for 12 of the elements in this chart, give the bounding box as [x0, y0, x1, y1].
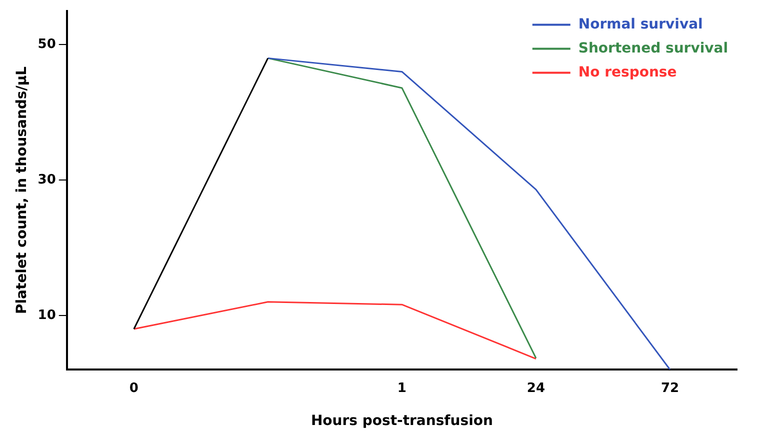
legend-label: Shortened survival [578, 40, 728, 56]
y-tick-label: 10 [38, 308, 56, 323]
legend-label: No response [578, 64, 677, 80]
y-axis-title: Platelet count, in thousands/µL [14, 66, 30, 314]
legend-label: Normal survival [578, 16, 703, 32]
x-tick-label: 24 [526, 380, 546, 396]
x-axis-title: Hours post-transfusion [310, 413, 493, 430]
y-tick-label: 30 [38, 172, 56, 188]
x-tick-label: 0 [129, 380, 138, 396]
x-tick-label: 72 [660, 380, 680, 396]
x-tick-label: 1 [397, 380, 406, 396]
y-tick-label: 50 [38, 37, 56, 52]
